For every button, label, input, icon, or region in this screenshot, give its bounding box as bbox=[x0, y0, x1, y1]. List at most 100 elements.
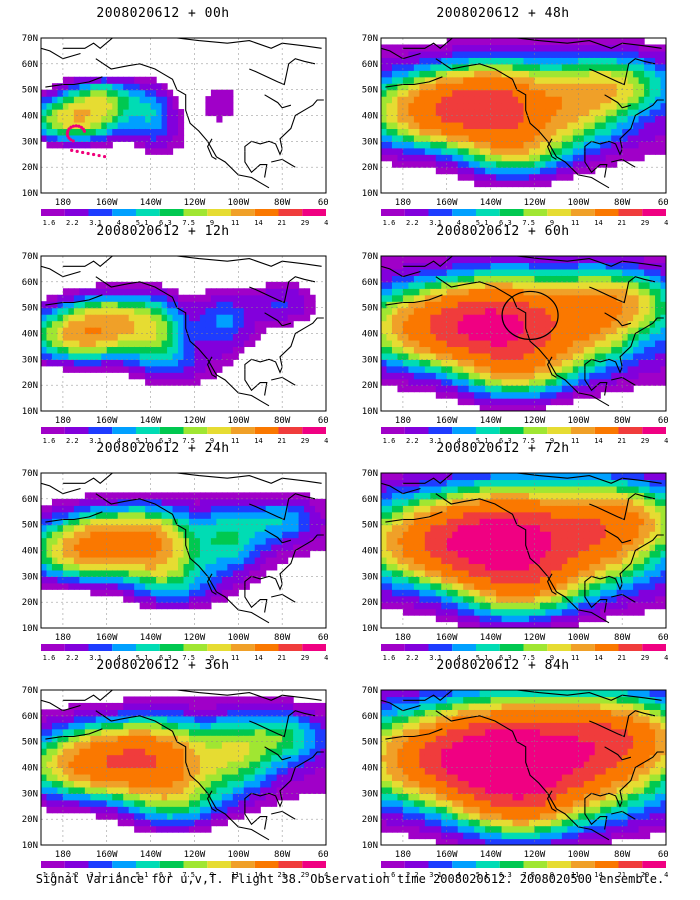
heatmap-cell bbox=[381, 294, 388, 302]
heatmap-cell bbox=[41, 121, 48, 130]
heatmap-cell bbox=[430, 262, 437, 270]
heatmap-cell bbox=[638, 89, 645, 97]
heatmap-cell bbox=[210, 550, 217, 558]
heatmap-cell bbox=[188, 518, 196, 526]
heatmap-cell bbox=[539, 307, 547, 315]
legend-swatch bbox=[381, 427, 405, 434]
heatmap-cell bbox=[638, 314, 645, 322]
heatmap-cell bbox=[583, 109, 590, 117]
heatmap-cell bbox=[413, 372, 420, 380]
heatmap-cell bbox=[496, 550, 503, 558]
heatmap-cell bbox=[167, 550, 174, 558]
heatmap-cell bbox=[424, 518, 431, 526]
heatmap-cell bbox=[51, 294, 59, 302]
heatmap-cell bbox=[507, 327, 514, 335]
heatmap-cell bbox=[386, 76, 393, 84]
legend-swatch bbox=[523, 209, 548, 216]
heatmap-cell bbox=[161, 563, 168, 571]
heatmap-cell bbox=[161, 314, 168, 322]
heatmap-cell bbox=[600, 339, 607, 348]
heatmap-cell bbox=[167, 544, 174, 552]
heatmap-cell bbox=[167, 378, 174, 386]
heatmap-cell bbox=[550, 537, 557, 545]
heatmap-cell bbox=[561, 160, 568, 168]
heatmap-cell bbox=[68, 569, 75, 577]
heatmap-cell bbox=[452, 89, 459, 97]
heatmap-cell bbox=[501, 63, 508, 71]
heatmap-cell bbox=[101, 307, 108, 315]
heatmap-cell bbox=[381, 102, 388, 110]
heatmap-cell bbox=[73, 352, 80, 360]
heatmap-cell bbox=[622, 50, 629, 58]
heatmap-cell bbox=[391, 537, 399, 545]
heatmap-cell bbox=[556, 608, 563, 616]
heatmap-cell bbox=[561, 608, 568, 616]
heatmap-cell bbox=[452, 518, 459, 526]
heatmap-cell bbox=[254, 550, 261, 558]
heatmap-cell bbox=[512, 479, 519, 487]
heatmap-cell bbox=[73, 301, 80, 309]
heatmap-cell bbox=[304, 498, 311, 506]
heatmap-cell bbox=[128, 544, 135, 552]
heatmap-cell bbox=[528, 524, 536, 532]
heatmap-cell bbox=[391, 288, 399, 296]
heatmap-cell bbox=[572, 365, 579, 373]
heatmap-cell bbox=[644, 294, 651, 302]
heatmap-cell bbox=[638, 76, 645, 84]
heatmap-cell bbox=[474, 76, 481, 84]
heatmap-cell bbox=[539, 96, 547, 104]
heatmap-cell bbox=[424, 505, 431, 513]
heatmap-cell bbox=[512, 602, 519, 610]
heatmap-cell bbox=[84, 582, 91, 590]
heatmap-cell bbox=[145, 128, 152, 136]
heatmap-cell bbox=[523, 378, 530, 386]
heatmap-cell bbox=[518, 320, 525, 328]
heatmap-cell bbox=[178, 556, 185, 565]
heatmap-cell bbox=[583, 391, 590, 399]
heatmap-cell bbox=[134, 352, 141, 360]
heatmap-cell bbox=[62, 327, 70, 335]
heatmap-cell bbox=[221, 320, 228, 328]
heatmap-cell bbox=[441, 160, 448, 168]
heatmap-cell bbox=[534, 352, 541, 360]
heatmap-cell bbox=[381, 76, 388, 84]
heatmap-cell bbox=[194, 556, 201, 565]
heatmap-cell bbox=[205, 505, 212, 513]
heatmap-cell bbox=[128, 372, 135, 380]
heatmap-cell bbox=[386, 498, 393, 506]
heatmap-cell bbox=[391, 109, 399, 117]
heatmap-cell bbox=[402, 531, 410, 539]
heatmap-cell bbox=[210, 498, 217, 506]
heatmap-cell bbox=[210, 301, 217, 309]
heatmap-cell bbox=[397, 314, 404, 322]
heatmap-cell bbox=[589, 365, 596, 373]
heatmap-cell bbox=[435, 385, 442, 393]
heatmap-cell bbox=[150, 498, 157, 506]
heatmap-cell bbox=[84, 365, 91, 373]
heatmap-cell bbox=[512, 173, 519, 181]
heatmap-cell bbox=[167, 563, 174, 571]
heatmap-cell bbox=[150, 281, 157, 289]
heatmap-cell bbox=[128, 76, 135, 84]
heatmap-cell bbox=[161, 333, 168, 341]
heatmap-cell bbox=[95, 327, 102, 335]
heatmap-cell bbox=[539, 479, 547, 487]
legend-label: 40 bbox=[664, 219, 668, 227]
heatmap-cell bbox=[611, 57, 618, 65]
heatmap-cell bbox=[238, 582, 245, 590]
heatmap-cell bbox=[161, 505, 168, 513]
heatmap-cell bbox=[512, 268, 519, 276]
heatmap-cell bbox=[507, 121, 514, 130]
heatmap-cell bbox=[156, 595, 163, 603]
heatmap-cell bbox=[117, 134, 124, 142]
heatmap-cell bbox=[512, 109, 519, 117]
heatmap-cell bbox=[51, 115, 59, 123]
heatmap-cell bbox=[567, 70, 574, 78]
heatmap-cell bbox=[413, 70, 420, 78]
heatmap-cell bbox=[408, 268, 415, 276]
heatmap-cell bbox=[287, 544, 294, 552]
heatmap-cell bbox=[112, 550, 119, 558]
heatmap-cell bbox=[518, 346, 525, 354]
heatmap-cell bbox=[210, 346, 217, 354]
heatmap-cell bbox=[474, 333, 481, 341]
